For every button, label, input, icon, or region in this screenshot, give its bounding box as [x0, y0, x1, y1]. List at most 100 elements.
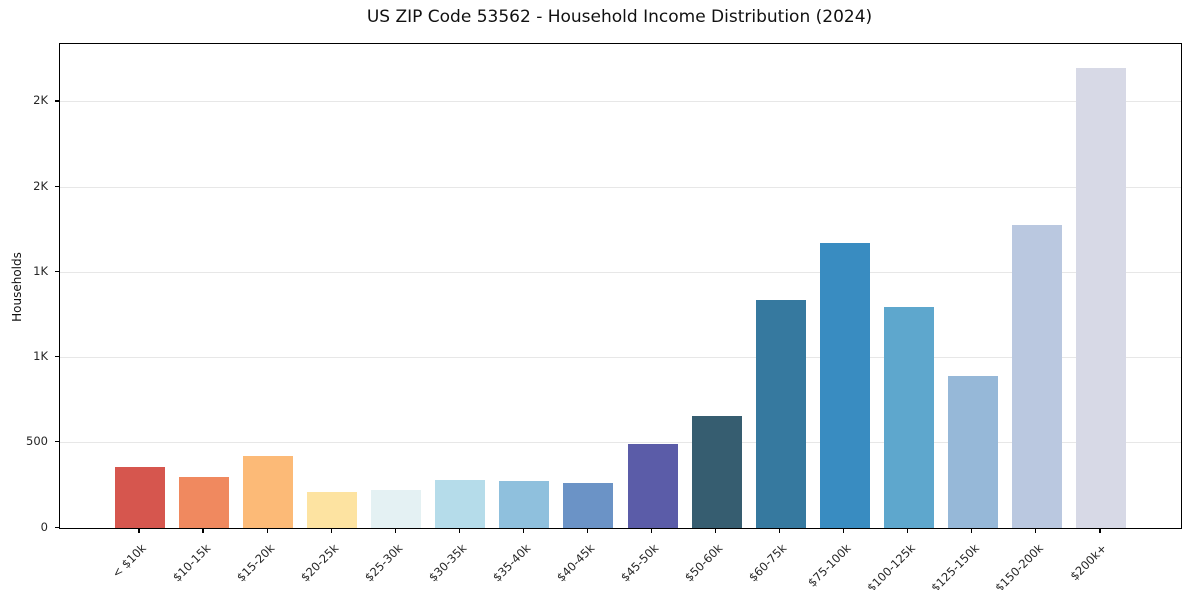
x-tick-mark — [779, 528, 781, 533]
bar-15-20k — [243, 455, 294, 528]
gridline — [60, 271, 1181, 273]
x-tick-mark — [458, 528, 460, 533]
bar-200k — [1075, 67, 1126, 528]
y-tick-label: 2K — [33, 178, 48, 193]
x-label-slot: $60-75k — [746, 533, 812, 588]
x-tick-label: $60-75k — [746, 541, 790, 585]
x-tick-mark — [138, 528, 140, 533]
x-label-slot: $20-25k — [297, 533, 363, 588]
bar-slot — [1069, 44, 1133, 528]
bars-row — [108, 44, 1133, 528]
x-tick-label: < $10k — [109, 541, 149, 581]
x-tick-mark — [266, 528, 268, 533]
x-tick-mark — [330, 528, 332, 533]
x-tick-label: $40-45k — [553, 541, 598, 585]
x-tick-mark — [522, 528, 524, 533]
bar-slot — [813, 44, 877, 528]
bar-slot — [428, 44, 492, 528]
y-tick-label: 2K — [33, 93, 48, 108]
x-tick-mark — [1035, 528, 1037, 533]
bar-60-75k — [755, 300, 806, 528]
bar-slot — [108, 44, 172, 528]
bar-35-40k — [499, 480, 550, 528]
bar-slot — [364, 44, 428, 528]
x-tick-label: $25-30k — [361, 541, 406, 585]
bar-slot — [492, 44, 556, 528]
x-tick-label: $75-100k — [805, 541, 854, 590]
x-tick-mark — [1099, 528, 1101, 533]
x-label-slot: $75-100k — [805, 533, 876, 590]
y-tick-mark — [54, 441, 59, 443]
x-tick-label: $20-25k — [297, 541, 342, 585]
x-tick-mark — [586, 528, 589, 533]
x-label-slot: < $10k — [107, 533, 171, 588]
x-tick-label: $10-15k — [169, 541, 213, 585]
x-label-slot: $30-35k — [425, 533, 491, 588]
x-label-slot: $15-20k — [233, 533, 299, 588]
bar-slot — [300, 44, 364, 528]
bar-25-30k — [371, 489, 422, 528]
y-axis-tick-labels: 0 500 1K 1K 2K 2K — [0, 43, 51, 533]
bar-20-25k — [307, 492, 358, 528]
x-label-slot: $10-15k — [169, 533, 235, 588]
x-tick-label: $50-60k — [682, 541, 726, 585]
y-tick-label: 0 — [40, 519, 48, 534]
chart-title: US ZIP Code 53562 - Household Income Dis… — [366, 7, 873, 27]
bar-slot — [172, 44, 236, 528]
bar-slot — [685, 44, 749, 528]
x-tick-label: $15-20k — [233, 541, 278, 585]
x-tick-mark — [843, 528, 845, 533]
y-tick-mark — [54, 270, 59, 273]
bar-30-35k — [435, 480, 486, 528]
x-label-slot: $100-125k — [864, 533, 940, 590]
bar-slot — [556, 44, 620, 528]
x-tick-mark — [650, 528, 653, 533]
bar-50-60k — [691, 416, 742, 528]
x-label-slot: $25-30k — [361, 533, 427, 588]
x-tick-mark — [971, 528, 973, 533]
x-label-slot: $200k+ — [1068, 533, 1132, 588]
x-tick-label: $200k+ — [1067, 541, 1110, 584]
x-tick-mark — [202, 528, 204, 533]
y-tick-label: 500 — [26, 434, 48, 449]
y-tick-label: 1K — [33, 349, 48, 364]
bar-slot — [941, 44, 1005, 528]
x-label-slot: $150-200k — [992, 533, 1068, 590]
bar-45-50k — [627, 444, 678, 528]
x-tick-label: $45-50k — [618, 541, 662, 585]
x-tick-label: $35-40k — [489, 541, 534, 585]
gridline — [60, 357, 1181, 359]
gridline — [60, 442, 1181, 444]
bar-slot — [621, 44, 685, 528]
x-tick-label: $30-35k — [425, 541, 470, 585]
bar-10-15k — [179, 476, 230, 528]
bar-10k — [115, 466, 166, 528]
x-label-slot: $45-50k — [618, 533, 684, 588]
bar-75-100k — [819, 243, 870, 528]
x-axis-tick-labels: < $10k $10-15k $15-20k $20-25k $25-30k $30-35… — [107, 533, 1132, 590]
y-tick-mark — [54, 356, 59, 358]
bar-slot — [749, 44, 813, 528]
gridline — [60, 101, 1181, 103]
y-tick-mark — [54, 526, 59, 528]
bar-slot — [1005, 44, 1069, 528]
bar-slot — [236, 44, 300, 528]
x-label-slot: $50-60k — [682, 533, 748, 588]
x-label-slot: $40-45k — [553, 533, 619, 588]
y-tick-label: 1K — [33, 263, 48, 278]
x-label-slot: $35-40k — [489, 533, 555, 588]
bar-150-200k — [1011, 225, 1062, 528]
y-tick-mark — [54, 185, 59, 187]
bar-40-45k — [563, 482, 614, 528]
x-label-slot: $125-150k — [928, 533, 1004, 590]
plot-area — [59, 43, 1182, 529]
bar-100-125k — [883, 306, 934, 528]
bar-125-150k — [947, 376, 998, 528]
x-tick-mark — [394, 528, 396, 533]
x-tick-mark — [907, 528, 909, 533]
y-tick-mark — [54, 100, 59, 102]
x-tick-mark — [714, 528, 717, 533]
gridline — [60, 186, 1181, 188]
bar-slot — [877, 44, 941, 528]
